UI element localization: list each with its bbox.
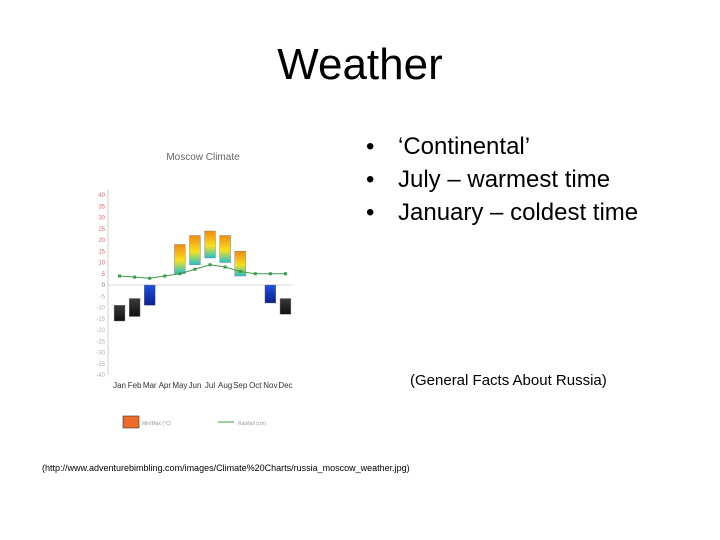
temp-bar-nov	[264, 284, 277, 304]
bullet-dot: •	[366, 199, 375, 226]
rainfall-point-may	[178, 272, 182, 276]
x-tick-label: Jul	[205, 381, 215, 390]
y-tick-label: 35	[98, 204, 105, 210]
x-tick-labels: Jan Feb Mar Apr May Jun Jul Aug Sep Oct Nov Dec	[113, 381, 292, 390]
y-tick-label: 0	[102, 283, 106, 289]
y-tick-label: -10	[96, 306, 105, 312]
temp-bar-jan	[113, 305, 126, 322]
y-tick-label: -15	[96, 317, 105, 323]
y-tick-label: 5	[102, 272, 106, 278]
temp-bar-mar	[144, 284, 156, 306]
temp-bar-aug	[219, 235, 231, 263]
bullet-dot: •	[366, 166, 375, 193]
y-tick-label: 30	[98, 216, 105, 222]
rainfall-point-jan	[118, 274, 122, 278]
y-tick-label: 20	[98, 238, 105, 244]
y-tick-labels: 40 35 30 25 20 15 10 5 0 -5 -10 -15 -20 -25 -30 -35 -40	[96, 193, 105, 379]
x-tick-label: May	[172, 381, 187, 390]
bullet-text: July – warmest time	[398, 166, 611, 193]
x-tick-label: Sep	[233, 381, 248, 390]
y-tick-label: 25	[98, 227, 105, 233]
rainfall-point-apr	[163, 274, 167, 278]
temperature-bars	[113, 230, 292, 322]
bullet-text: January – coldest time	[398, 199, 639, 226]
x-tick-label: Mar	[143, 381, 157, 390]
temp-bar-may	[174, 244, 186, 274]
bullet-item: • ‘Continental’	[366, 130, 696, 163]
rainfall-polyline	[119, 264, 286, 279]
x-tick-label: Dec	[278, 381, 292, 390]
legend: Min/Max (°C) Rainfall (cm)	[122, 415, 266, 429]
temp-bar-feb	[128, 298, 141, 317]
rainfall-line	[118, 263, 287, 280]
slide-title: Weather	[277, 40, 443, 89]
rainfall-point-dec	[283, 272, 287, 276]
bullet-item: • January – coldest time	[366, 196, 696, 229]
y-tick-label: -5	[100, 294, 106, 300]
x-tick-label: Jun	[189, 381, 202, 390]
rainfall-point-jun	[193, 267, 197, 271]
y-tick-label: 15	[98, 249, 105, 255]
bullet-text: ‘Continental’	[398, 133, 531, 160]
y-tick-label: -20	[96, 328, 105, 334]
legend-label-minmax: Min/Max (°C)	[142, 421, 172, 427]
rainfall-point-nov	[268, 272, 272, 276]
x-tick-label: Jan	[113, 381, 126, 390]
y-tick-label: -35	[96, 362, 105, 368]
y-tick-label: 40	[98, 193, 105, 199]
rainfall-point-feb	[133, 275, 137, 279]
rainfall-point-jul	[208, 263, 212, 267]
x-tick-label: Aug	[218, 381, 232, 390]
rainfall-point-oct	[253, 272, 257, 276]
source-citation: (http://www.adventurebimbling.com/images…	[42, 463, 410, 473]
temp-bar-jul	[204, 230, 216, 259]
temp-bar-sep	[234, 251, 246, 277]
rainfall-point-sep	[238, 270, 242, 273]
rainfall-point-mar	[148, 276, 152, 280]
chart-title: Moscow Climate	[166, 152, 240, 163]
y-tick-label: -30	[96, 351, 105, 357]
rainfall-point-aug	[223, 265, 227, 269]
legend-swatch-minmax	[122, 415, 140, 429]
y-tick-label: -25	[96, 339, 105, 345]
temp-bar-dec	[279, 298, 292, 315]
bullet-item: • July – warmest time	[366, 163, 696, 196]
x-tick-label: Feb	[128, 381, 142, 390]
bullet-dot: •	[366, 133, 375, 160]
y-tick-label: 10	[98, 261, 105, 267]
bullet-list: • ‘Continental’ • July – warmest time • Jan…	[366, 130, 696, 229]
x-tick-label: Apr	[159, 381, 172, 390]
legend-label-rainfall: Rainfall (cm)	[238, 421, 266, 427]
caption: (General Facts About Russia)	[410, 372, 607, 389]
temp-bar-jun	[189, 235, 201, 265]
y-tick-label: -40	[96, 373, 105, 379]
x-tick-label: Oct	[249, 381, 262, 390]
x-tick-label: Nov	[263, 381, 277, 390]
climate-chart: Moscow Climate 40 35 30 25 20 15 10 5 0 -5 -10 -15 -…	[96, 152, 293, 429]
